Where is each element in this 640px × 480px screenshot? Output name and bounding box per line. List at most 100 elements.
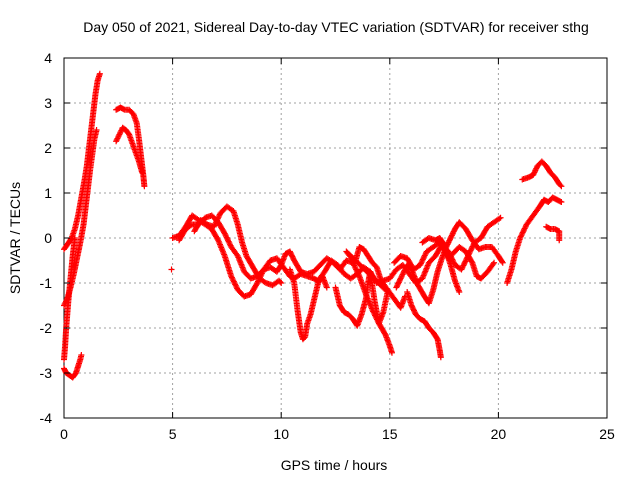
data-point bbox=[461, 261, 468, 268]
data-point bbox=[459, 263, 466, 270]
series-hump-lower bbox=[113, 124, 146, 176]
y-tick-label: 2 bbox=[44, 140, 52, 156]
data-point bbox=[232, 281, 239, 288]
data-point bbox=[400, 270, 407, 277]
data-point bbox=[353, 266, 360, 273]
data-point bbox=[421, 253, 428, 260]
data-point bbox=[400, 268, 407, 275]
data-point bbox=[115, 132, 122, 139]
series-rise-a bbox=[61, 70, 103, 253]
data-point bbox=[115, 134, 122, 141]
data-point bbox=[210, 223, 217, 230]
data-point bbox=[397, 275, 404, 282]
data-point bbox=[78, 352, 85, 358]
data-point bbox=[232, 282, 239, 289]
data-point bbox=[113, 136, 120, 143]
data-point bbox=[323, 284, 330, 291]
data-point bbox=[460, 262, 467, 269]
series-late-a bbox=[404, 289, 444, 361]
data-point bbox=[187, 222, 194, 229]
data-point bbox=[522, 224, 529, 231]
data-point bbox=[228, 273, 235, 280]
data-point bbox=[397, 276, 404, 283]
y-tick-label: 0 bbox=[44, 230, 52, 246]
data-point bbox=[467, 247, 474, 254]
data-point bbox=[468, 244, 475, 251]
data-point bbox=[491, 259, 498, 266]
data-point bbox=[499, 258, 506, 265]
data-point bbox=[519, 230, 526, 237]
data-point bbox=[231, 280, 238, 286]
axis-ticks: 0 5 10 15 20 25 -4 -3 -2 -1 0 1 2 3 4 bbox=[40, 50, 615, 442]
data-point bbox=[168, 266, 175, 273]
data-point bbox=[229, 275, 236, 282]
y-tick-label: -3 bbox=[40, 365, 53, 381]
data-point bbox=[420, 255, 427, 262]
series-day-c bbox=[191, 203, 285, 289]
data-point bbox=[422, 251, 429, 258]
data-point bbox=[223, 233, 230, 240]
data-point bbox=[388, 349, 395, 356]
x-tick-label: 10 bbox=[273, 426, 289, 442]
data-point bbox=[421, 252, 428, 259]
data-point bbox=[261, 279, 268, 286]
data-point bbox=[521, 226, 528, 233]
data-point bbox=[212, 221, 219, 228]
data-point bbox=[277, 278, 284, 285]
data-point bbox=[114, 135, 121, 142]
data-point bbox=[71, 235, 78, 241]
data-point bbox=[278, 280, 285, 286]
y-tick-label: -2 bbox=[40, 320, 53, 336]
data-point bbox=[214, 215, 221, 222]
series-dip bbox=[286, 266, 330, 343]
x-tick-label: 5 bbox=[169, 426, 177, 442]
data-point bbox=[418, 259, 425, 266]
data-point bbox=[497, 214, 504, 221]
data-point bbox=[212, 219, 219, 226]
series-hump-upper bbox=[113, 104, 148, 190]
data-point bbox=[519, 229, 526, 236]
chart-title: Day 050 of 2021, Sidereal Day-to-day VTE… bbox=[83, 19, 589, 35]
data-point bbox=[496, 215, 503, 222]
data-point bbox=[558, 199, 565, 205]
data-point bbox=[402, 266, 409, 273]
data-point bbox=[399, 271, 406, 278]
data-point bbox=[117, 130, 124, 137]
series-rise-c bbox=[61, 235, 78, 363]
y-tick-label: -1 bbox=[40, 275, 53, 291]
data-point bbox=[221, 230, 228, 237]
series-spikes bbox=[332, 244, 409, 329]
data-point bbox=[93, 127, 100, 133]
data-point bbox=[458, 266, 465, 273]
data-point bbox=[233, 284, 240, 291]
series-evening-a bbox=[504, 194, 565, 286]
grid-lines bbox=[64, 58, 607, 418]
data-point bbox=[456, 289, 463, 295]
y-tick-label: 4 bbox=[44, 50, 52, 66]
x-tick-label: 25 bbox=[599, 426, 615, 442]
data-point bbox=[558, 183, 565, 190]
y-tick-label: -4 bbox=[40, 410, 53, 426]
series-isolated bbox=[168, 266, 175, 273]
data-point bbox=[417, 260, 424, 267]
series-rise-b bbox=[61, 127, 100, 309]
x-tick-label: 0 bbox=[60, 426, 68, 442]
data-point bbox=[213, 218, 220, 225]
data-point bbox=[117, 128, 124, 135]
data-point bbox=[214, 217, 221, 223]
data-point bbox=[461, 259, 468, 266]
data-point bbox=[398, 274, 405, 281]
data-markers bbox=[61, 70, 565, 381]
data-point bbox=[224, 237, 231, 244]
data-point bbox=[468, 258, 475, 265]
data-point bbox=[490, 261, 497, 268]
data-point bbox=[230, 278, 237, 285]
data-point bbox=[398, 272, 405, 279]
data-point bbox=[125, 130, 132, 137]
data-point bbox=[417, 262, 424, 268]
data-point bbox=[556, 237, 563, 244]
data-point bbox=[226, 239, 233, 246]
series-evening-c bbox=[543, 223, 563, 244]
data-point bbox=[254, 280, 261, 286]
